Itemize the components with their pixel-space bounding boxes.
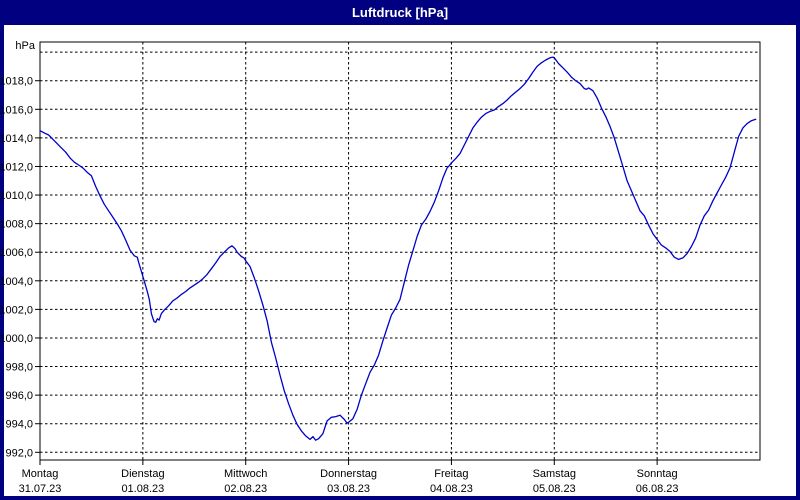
y-axis-tick-label: 1002,0 [0,304,33,316]
x-axis-day-label: Dienstag [121,468,164,480]
x-axis-day-label: Samstag [533,468,576,480]
x-axis-day-label: Freitag [434,468,468,480]
pressure-line [39,56,757,441]
y-axis-tick-label: 1000,0 [0,333,33,345]
x-axis-day-label: Mittwoch [224,468,267,480]
y-axis-tick-label: 1006,0 [0,247,33,259]
x-axis-date-label: 04.08.23 [430,483,473,495]
x-axis-date-label: 31.07.23 [19,483,62,495]
x-axis-day-label: Montag [22,468,59,480]
y-axis-tick-label: 1016,0 [0,104,33,116]
y-axis-unit-label: hPa [15,40,35,52]
x-axis-date-label: 02.08.23 [224,483,267,495]
y-axis-tick-label: 1012,0 [0,161,33,173]
plot-frame [39,41,761,461]
y-axis-tick-label: 994,0 [5,419,33,431]
y-axis-tick-label: 1014,0 [0,133,33,145]
window-title: Luftdruck [hPa] [351,5,449,20]
plot-background [4,25,796,496]
y-axis-tick-label: 1010,0 [0,190,33,202]
y-axis-tick-label: 992,0 [5,447,33,459]
y-axis-tick-label: 1018,0 [0,76,33,88]
x-axis-date-label: 03.08.23 [327,483,370,495]
y-axis-tick-label: 1008,0 [0,219,33,231]
y-axis-tick-label: 998,0 [5,362,33,374]
y-axis-tick-label: 1004,0 [0,276,33,288]
x-axis-day-label: Sonntag [637,468,678,480]
x-axis-date-label: 06.08.23 [636,483,679,495]
y-axis-tick-label: 996,0 [5,390,33,402]
x-axis-day-label: Donnerstag [320,468,377,480]
window-titlebar: Luftdruck [hPa] [0,0,800,25]
x-axis-date-label: 01.08.23 [121,483,164,495]
x-axis-date-label: 05.08.23 [533,483,576,495]
